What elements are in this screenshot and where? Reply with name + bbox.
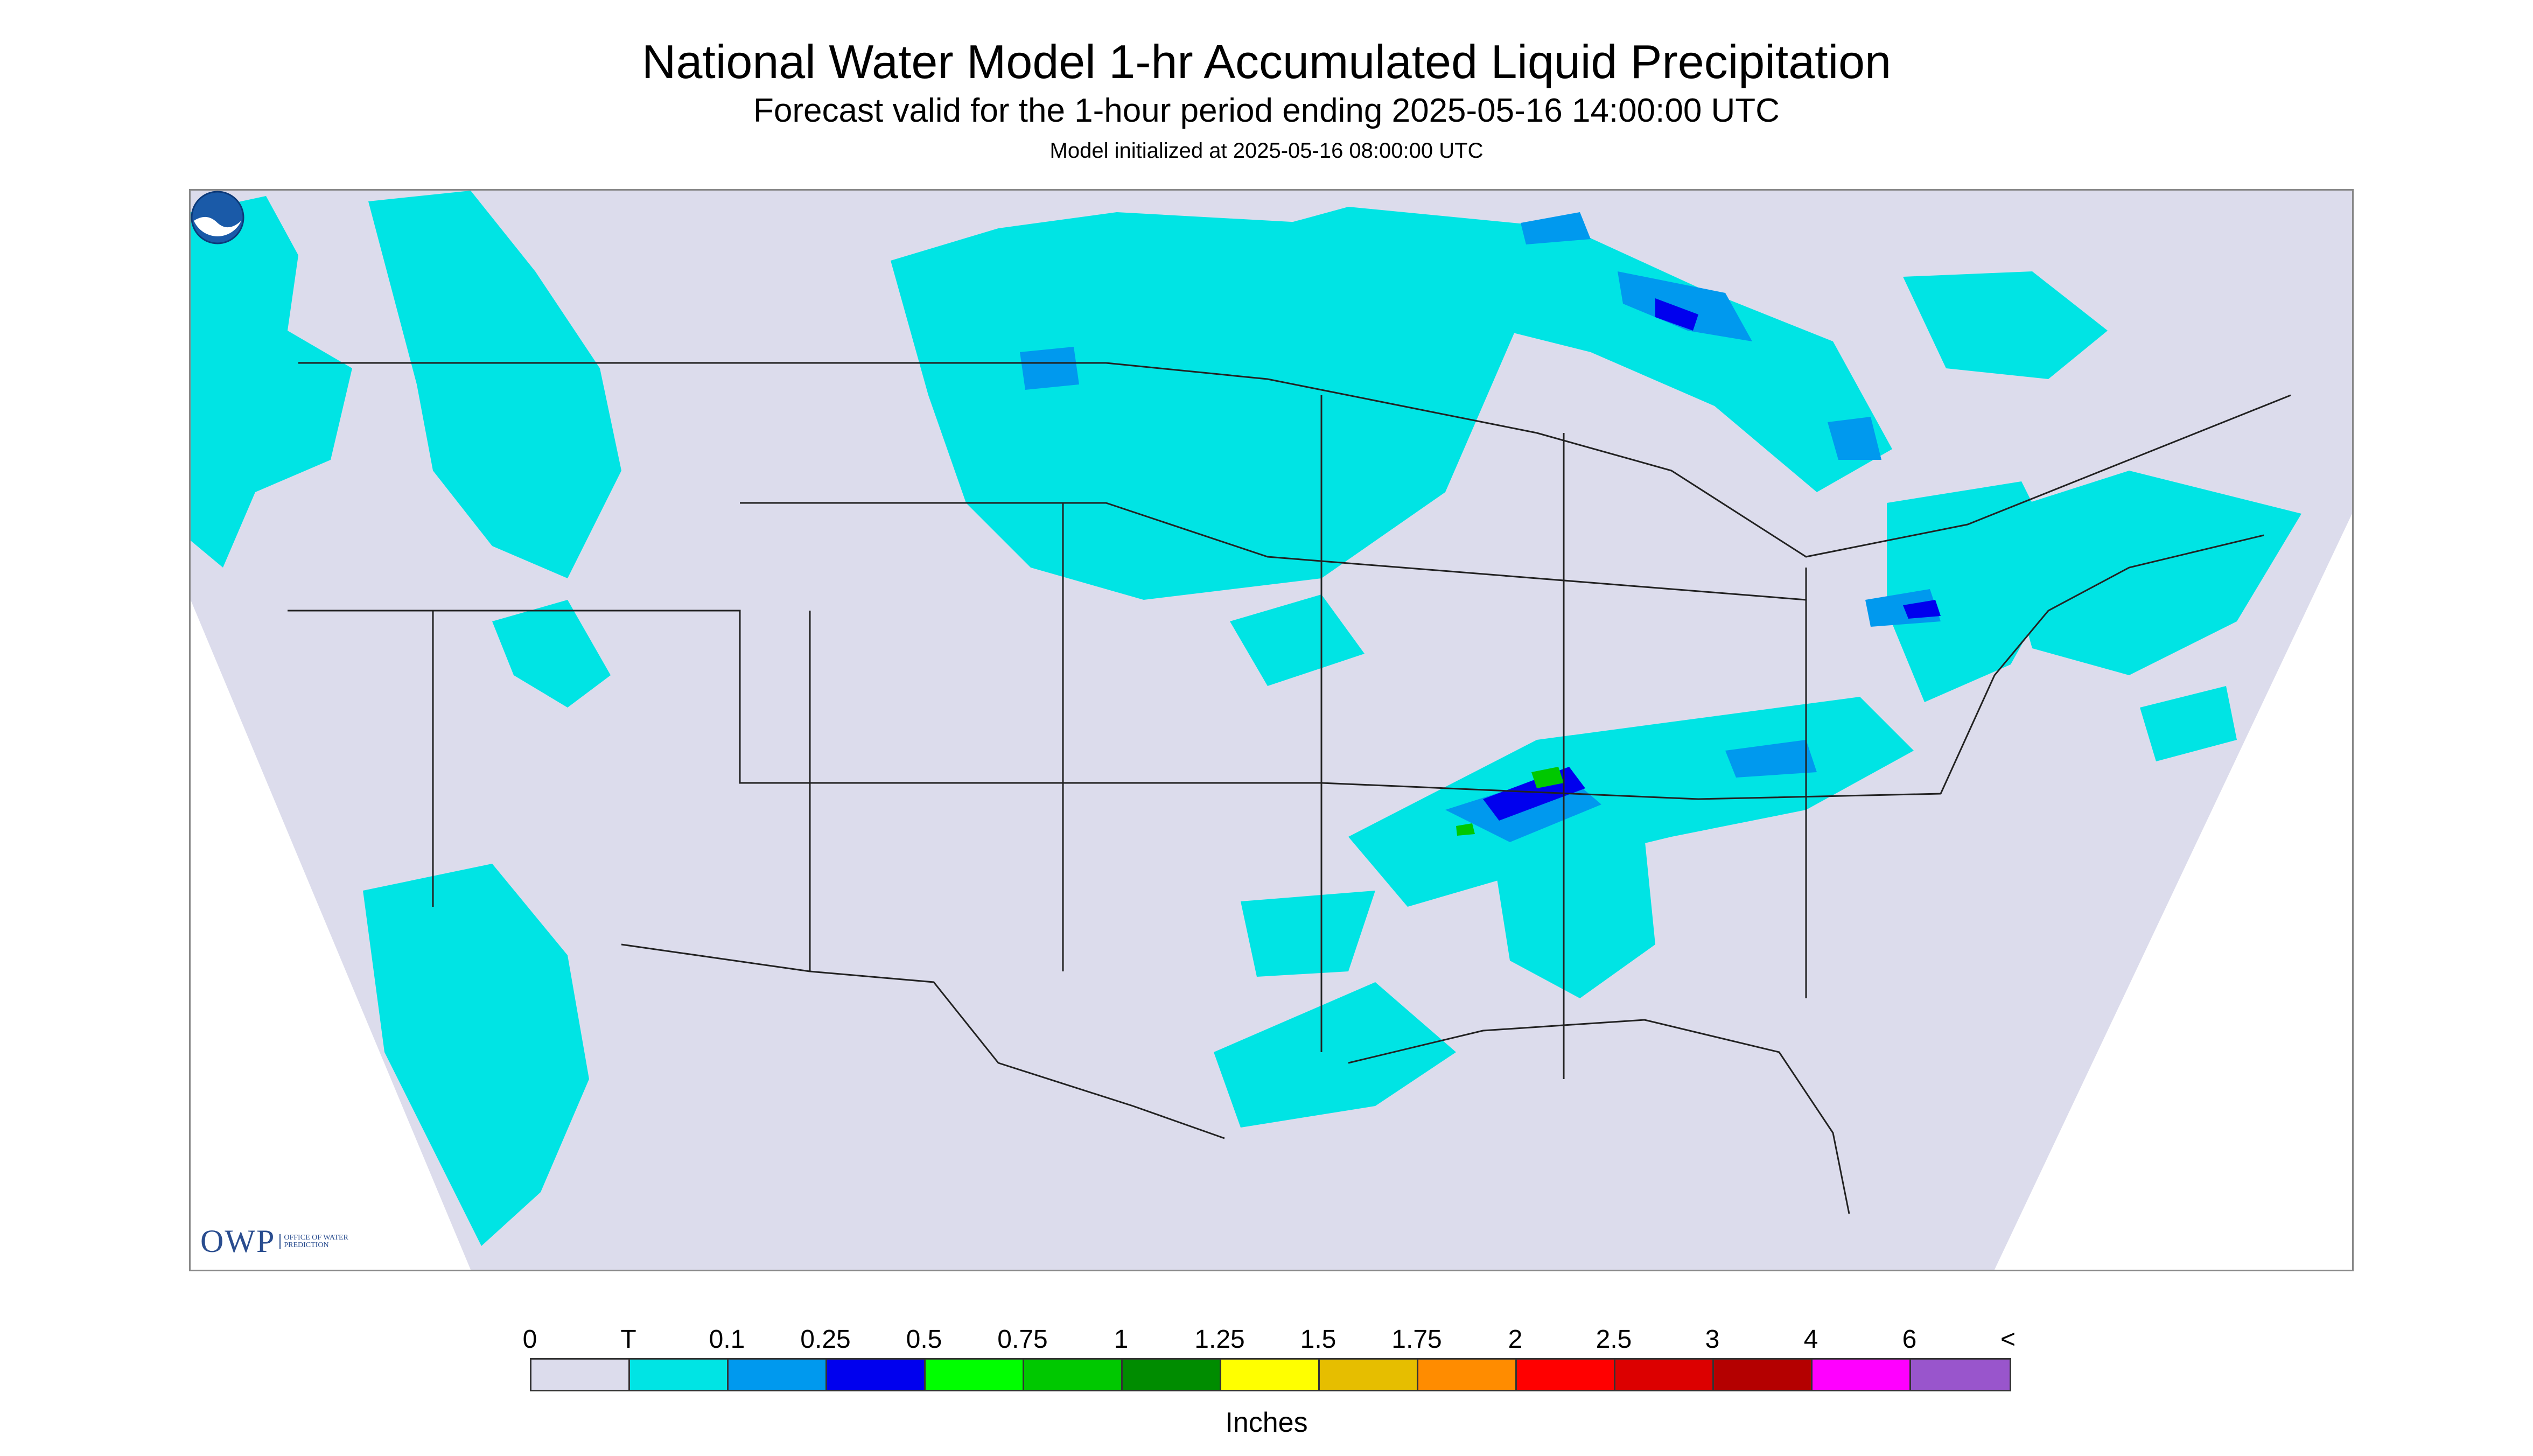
legend-swatch bbox=[1418, 1360, 1517, 1390]
legend-label: 3 bbox=[1705, 1325, 1720, 1354]
noaa-logo-icon bbox=[191, 191, 244, 244]
legend-label: < bbox=[2000, 1325, 2016, 1354]
precip-area-pacific-nw bbox=[191, 196, 352, 568]
precip-area-deep-south bbox=[1494, 837, 1655, 998]
precip-area-canada-band bbox=[1171, 207, 1892, 492]
legend-swatch bbox=[1221, 1360, 1320, 1390]
legend-swatch bbox=[1714, 1360, 1813, 1390]
map-title: National Water Model 1-hr Accumulated Li… bbox=[641, 35, 1892, 88]
legend-label: 4 bbox=[1803, 1325, 1818, 1354]
gulf-coastline bbox=[1348, 1019, 1850, 1214]
legend-units: Inches bbox=[1225, 1407, 1308, 1438]
legend-label: 0.75 bbox=[997, 1325, 1048, 1354]
precip-area-kansas bbox=[1230, 594, 1365, 686]
legend-label: 0.1 bbox=[709, 1325, 745, 1354]
map-subtitle: Forecast valid for the 1-hour period end… bbox=[753, 92, 1780, 129]
precip-area-offshore-california bbox=[363, 864, 589, 1246]
owp-logo-subtext: OFFICE OF WATER PREDICTION bbox=[279, 1234, 348, 1249]
legend-color-bar bbox=[530, 1358, 2011, 1391]
precipitation-legend: 0 T 0.1 0.25 0.5 0.75 1 1.25 1.5 1.75 2 … bbox=[523, 1325, 2016, 1391]
precip-area-quebec bbox=[1903, 271, 2108, 379]
model-init-text: Model initialized at 2025-05-16 08:00:00… bbox=[1049, 139, 1484, 163]
owp-logo: OWP OFFICE OF WATER PREDICTION bbox=[200, 1223, 348, 1260]
legend-label: 1.75 bbox=[1391, 1325, 1442, 1354]
legend-label: 1.5 bbox=[1300, 1325, 1337, 1354]
legend-label: 6 bbox=[1902, 1325, 1917, 1354]
legend-swatch bbox=[1813, 1360, 1911, 1390]
owp-logo-letters: OWP bbox=[200, 1223, 276, 1259]
precipitation-map: OWP OFFICE OF WATER PREDICTION bbox=[189, 189, 2354, 1271]
legend-label: 1 bbox=[1114, 1325, 1129, 1354]
legend-swatch bbox=[729, 1360, 827, 1390]
legend-label: 0.25 bbox=[800, 1325, 851, 1354]
legend-label: 0.5 bbox=[906, 1325, 942, 1354]
legend-swatch bbox=[1123, 1360, 1221, 1390]
state-line-east-west-2 bbox=[740, 502, 1807, 601]
precip-area-gulf-coast bbox=[1214, 982, 1456, 1128]
precip-area-idaho bbox=[368, 191, 621, 578]
legend-swatch bbox=[1911, 1360, 2010, 1390]
legend-swatch bbox=[1024, 1360, 1123, 1390]
precip-heavy-areas bbox=[1456, 767, 1564, 836]
east-coastline bbox=[1940, 534, 2264, 794]
precip-area-atlantic bbox=[2140, 686, 2237, 761]
map-canvas bbox=[191, 191, 2352, 1270]
legend-swatch bbox=[1517, 1360, 1615, 1390]
precip-area-new-england bbox=[1995, 471, 2301, 675]
legend-label: 2.5 bbox=[1596, 1325, 1632, 1354]
legend-swatch bbox=[827, 1360, 926, 1390]
legend-swatch bbox=[1320, 1360, 1418, 1390]
us-mexico-border bbox=[621, 943, 1225, 1139]
legend-label: 0 bbox=[522, 1325, 537, 1354]
great-lakes-border bbox=[1375, 394, 2291, 558]
legend-swatch bbox=[1615, 1360, 1714, 1390]
legend-swatch bbox=[531, 1360, 630, 1390]
precip-area-nevada bbox=[492, 600, 611, 708]
boundary-lines bbox=[288, 362, 2291, 1214]
legend-labels: 0 T 0.1 0.25 0.5 0.75 1 1.25 1.5 1.75 2 … bbox=[523, 1325, 2016, 1357]
legend-swatch bbox=[926, 1360, 1024, 1390]
legend-swatch bbox=[630, 1360, 729, 1390]
precip-trace-areas bbox=[191, 191, 2301, 1246]
legend-label: T bbox=[620, 1325, 636, 1354]
us-canada-border bbox=[298, 362, 1376, 402]
legend-label: 2 bbox=[1508, 1325, 1523, 1354]
legend-label: 1.25 bbox=[1194, 1325, 1245, 1354]
precip-area-arklatex bbox=[1241, 891, 1375, 977]
